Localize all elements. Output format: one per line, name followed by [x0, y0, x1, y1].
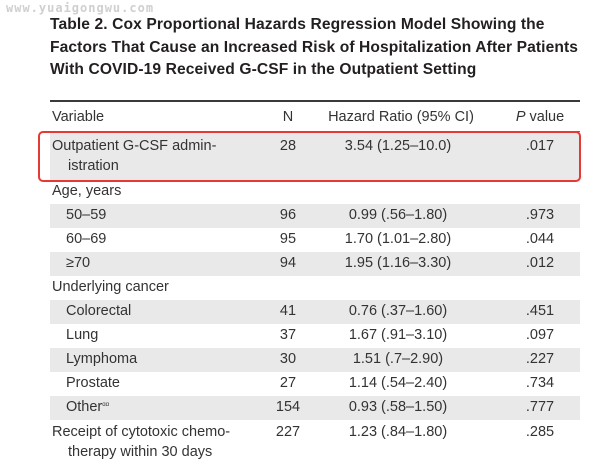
cell-variable: Age, years	[52, 183, 122, 199]
cell-p-value: .777	[525, 399, 555, 415]
cell-p-value: .017	[525, 138, 555, 154]
cell-variable: Outpatient G-CSF admin- istration	[52, 136, 216, 176]
cell-hazard-ratio: 1.51 (.7–2.90)	[352, 351, 444, 367]
table-caption: Table 2. Cox Proportional Hazards Regres…	[50, 16, 579, 78]
cell-hazard-ratio: 0.76 (.37–1.60)	[348, 303, 448, 319]
header-p-value: P value	[510, 109, 570, 125]
cell-variable-text: Other	[66, 399, 103, 415]
table-row: Colorectal 41 0.76 (.37–1.60) .451	[50, 300, 580, 324]
table-row: 60–69 95 1.70 (1.01–2.80) .044	[50, 228, 580, 252]
cell-p-value: .012	[525, 255, 555, 271]
cell-p-value: .451	[525, 303, 555, 319]
cell-hazard-ratio: 1.70 (1.01–2.80)	[344, 231, 452, 247]
cell-hazard-ratio: 0.93 (.58–1.50)	[348, 399, 448, 415]
table-row: Lymphoma 30 1.51 (.7–2.90) .227	[50, 348, 580, 372]
cell-n: 41	[279, 303, 297, 319]
cell-hazard-ratio: 1.95 (1.16–3.30)	[344, 255, 452, 271]
cell-n: 227	[275, 424, 301, 440]
cell-variable: Prostate	[66, 375, 120, 391]
footnote-marker: ᵅᵅ	[102, 400, 110, 410]
header-hazard-ratio: Hazard Ratio (95% CI)	[328, 109, 474, 125]
cell-n: 30	[279, 351, 297, 367]
header-n: N	[282, 109, 294, 125]
cell-n: 28	[279, 138, 297, 154]
table-top-rule	[50, 100, 580, 102]
cell-n: 95	[279, 231, 297, 247]
cell-variable: Underlying cancer	[52, 279, 169, 295]
header-variable: Variable	[52, 109, 105, 125]
table-row: Lung 37 1.67 (.91–3.10) .097	[50, 324, 580, 348]
cell-n: 154	[275, 399, 301, 415]
cell-variable: Otherᵅᵅ	[66, 396, 109, 418]
cell-p-value: .227	[525, 351, 555, 367]
cell-variable-line2: istration	[68, 158, 119, 174]
cell-variable: ≥70	[66, 255, 91, 271]
table-body: Outpatient G-CSF admin- istration 28 3.5…	[50, 132, 580, 464]
cell-variable: Lymphoma	[66, 351, 138, 367]
cell-p-value: .973	[525, 207, 555, 223]
cell-variable-line1: Receipt of cytotoxic chemo-	[52, 424, 231, 440]
cell-variable: Receipt of cytotoxic chemo- therapy with…	[52, 422, 230, 462]
table-row: Otherᵅᵅ 154 0.93 (.58–1.50) .777	[50, 396, 580, 420]
table-row: Age, years	[50, 180, 580, 204]
cell-n: 96	[279, 207, 297, 223]
cell-p-value: .734	[525, 375, 555, 391]
table-row: Underlying cancer	[50, 276, 580, 300]
watermark: www.yuaigongwu.com	[6, 1, 155, 15]
header-p-italic: P	[515, 109, 526, 125]
table-row: Outpatient G-CSF admin- istration 28 3.5…	[50, 132, 580, 180]
cell-p-value: .285	[525, 424, 555, 440]
cell-hazard-ratio: 1.67 (.91–3.10)	[348, 327, 448, 343]
cell-variable-line2: therapy within 30 days	[68, 444, 213, 460]
table-row: ≥70 94 1.95 (1.16–3.30) .012	[50, 252, 580, 276]
cell-variable: Colorectal	[66, 303, 132, 319]
cell-hazard-ratio: 3.54 (1.25–10.0)	[344, 138, 452, 154]
table-row: 50–59 96 0.99 (.56–1.80) .973	[50, 204, 580, 228]
cell-n: 27	[279, 375, 297, 391]
cell-hazard-ratio: 1.14 (.54–2.40)	[348, 375, 448, 391]
header-p-rest: value	[525, 109, 565, 125]
cell-variable-line1: Outpatient G-CSF admin-	[52, 138, 217, 154]
cell-n: 94	[279, 255, 297, 271]
table-row: Prostate 27 1.14 (.54–2.40) .734	[50, 372, 580, 396]
table-header-row: Variable N Hazard Ratio (95% CI) P value	[50, 106, 580, 130]
cell-n: 37	[279, 327, 297, 343]
cell-p-value: .044	[525, 231, 555, 247]
cell-hazard-ratio: 0.99 (.56–1.80)	[348, 207, 448, 223]
cell-variable: 60–69	[66, 231, 107, 247]
table-row: Receipt of cytotoxic chemo- therapy with…	[50, 420, 580, 464]
cell-variable: Lung	[66, 327, 99, 343]
cell-hazard-ratio: 1.23 (.84–1.80)	[348, 424, 448, 440]
cell-p-value: .097	[525, 327, 555, 343]
cell-variable: 50–59	[66, 207, 107, 223]
